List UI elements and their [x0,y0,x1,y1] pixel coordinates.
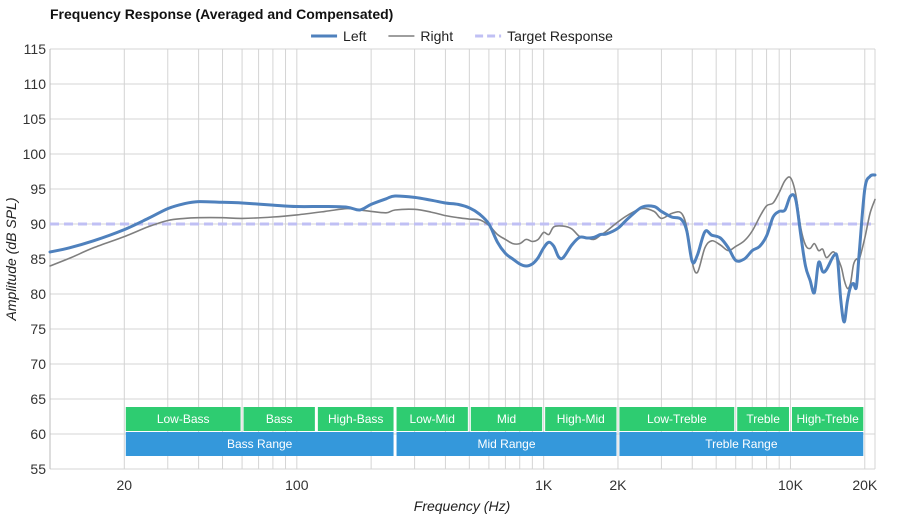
band-label: Low-Mid [410,412,455,426]
band-label: High-Mid [557,412,605,426]
band-treble-range: Treble Range [619,432,864,456]
band-label: High-Treble [797,412,860,426]
band-rect [317,407,394,431]
band-rect [396,432,617,456]
series-line-left [48,173,877,324]
band-rect [243,407,315,431]
legend-item-left[interactable]: Left [311,28,367,44]
band-label: Treble Range [705,437,778,451]
frequency-bands: Low-Bass Bass High-Bass Low-Mid Mid High-Mid L… [125,407,864,456]
grid [49,48,876,470]
y-tick-label: 80 [30,286,46,302]
band-bass: Bass [243,407,315,431]
legend: Left Right Target Response [311,28,613,44]
band-label: High-Bass [328,412,383,426]
chart-title: Frequency Response (Averaged and Compens… [50,6,393,22]
band-low-bass: Low-Bass [125,407,241,431]
band-rect [619,432,864,456]
band-treble: Treble [737,407,789,431]
band-rect [396,407,468,431]
band-label: Low-Bass [157,412,210,426]
band-bass-range: Bass Range [125,432,394,456]
y-axis-label: Amplitude (dB SPL) [3,198,19,322]
y-tick-label: 55 [30,461,46,477]
band-rect [470,407,543,431]
x-tick-label: 20 [117,477,133,493]
band-mid-range: Mid Range [396,432,617,456]
band-label: Bass Range [227,437,293,451]
y-tick-label: 85 [30,251,46,267]
y-axis-ticks: 55 60 65 70 75 80 85 90 95 100 105 110 115 [23,41,47,477]
legend-item-target-response[interactable]: Target Response [475,28,613,44]
x-tick-label: 2K [609,477,627,493]
series-line-right [49,176,876,290]
band-label: Mid [497,412,516,426]
x-tick-label: 1K [535,477,553,493]
band-low-treble: Low-Treble [619,407,735,431]
y-tick-label: 90 [30,216,46,232]
legend-label: Left [343,28,366,44]
x-axis-ticks: 20 100 1K 2K 10K 20K [117,477,878,493]
series-lines [48,173,877,324]
band-high-mid: High-Mid [545,407,617,431]
y-tick-label: 115 [24,41,47,57]
legend-label: Right [420,28,453,44]
y-tick-label: 70 [30,356,46,372]
band-rect [619,407,735,431]
y-tick-label: 100 [23,146,47,162]
band-rect [791,407,864,431]
y-tick-label: 75 [30,321,46,337]
band-label: Low-Treble [647,412,707,426]
band-rect [125,432,394,456]
y-tick-label: 65 [30,391,46,407]
band-rect [545,407,617,431]
y-tick-label: 60 [30,426,46,442]
y-tick-label: 110 [24,76,47,92]
x-tick-label: 10K [778,477,804,493]
y-tick-label: 95 [30,181,46,197]
band-label: Bass [266,412,293,426]
legend-item-right[interactable]: Right [388,28,453,44]
y-tick-label: 105 [23,111,47,127]
x-tick-label: 100 [285,477,309,493]
x-axis-label: Frequency (Hz) [414,498,510,514]
band-low-mid: Low-Mid [396,407,468,431]
legend-label: Target Response [507,28,613,44]
band-label: Mid Range [477,437,535,451]
band-high-treble: High-Treble [791,407,864,431]
band-mid: Mid [470,407,543,431]
band-label: Treble [746,412,780,426]
band-rect [125,407,241,431]
x-tick-label: 20K [852,477,878,493]
band-high-bass: High-Bass [317,407,394,431]
band-rect [737,407,789,431]
